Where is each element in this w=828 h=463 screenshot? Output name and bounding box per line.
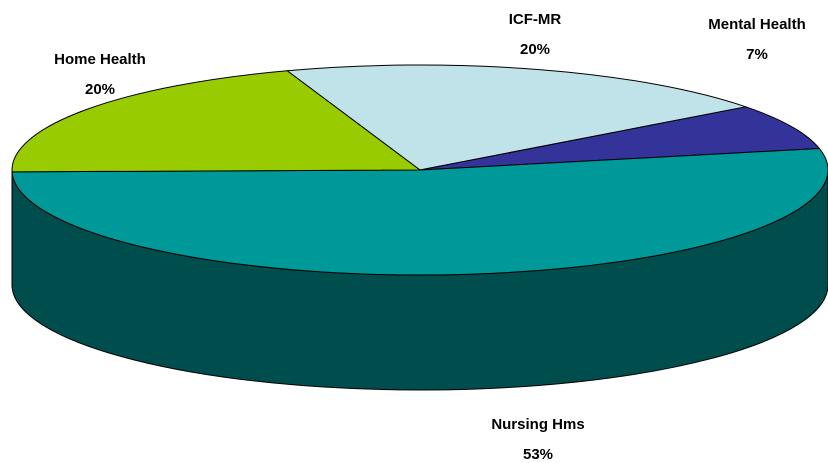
pie-slice	[11, 148, 828, 276]
pie-slice	[11, 70, 421, 173]
slice-label: ICF-MR	[509, 11, 562, 28]
slice-value-label: 20%	[520, 41, 550, 58]
slice-label: Nursing Hms	[491, 416, 584, 433]
slice-value-label: 7%	[746, 46, 768, 63]
slice-label: Mental Health	[708, 16, 806, 33]
pie-slice	[419, 106, 820, 171]
pie-slice	[286, 64, 747, 171]
slice-label: Home Health	[54, 51, 146, 68]
pie-tops	[11, 64, 828, 276]
slice-value-label: 20%	[85, 81, 115, 98]
slice-value-label: 53%	[523, 446, 553, 463]
labels: ICF-MR 20% Mental Health 7% Nursing Hms 53% Ho…	[54, 11, 806, 463]
